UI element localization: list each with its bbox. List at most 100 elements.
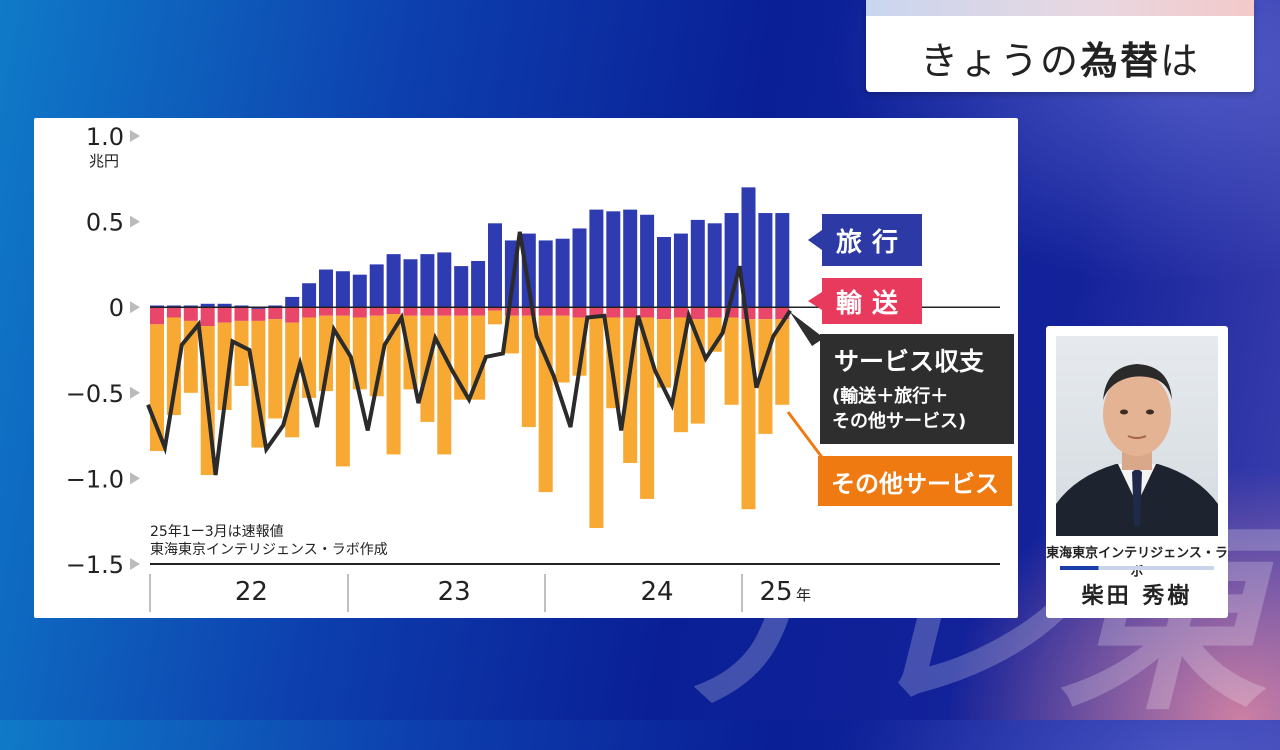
bar-transport bbox=[454, 307, 469, 316]
legend-travel-pointer bbox=[808, 230, 822, 250]
legend-service-pointer bbox=[790, 312, 824, 346]
bar-other-services bbox=[268, 319, 283, 419]
bar-transport bbox=[420, 307, 435, 316]
bar-other-services bbox=[471, 315, 486, 400]
legend-travel-label: 旅行 bbox=[835, 227, 908, 258]
bar-travel bbox=[555, 238, 570, 308]
bar-transport bbox=[150, 307, 164, 325]
bar-travel bbox=[572, 228, 587, 308]
bar-transport bbox=[690, 307, 705, 320]
bar-transport bbox=[335, 307, 350, 316]
bar-transport bbox=[251, 308, 266, 321]
bar-transport bbox=[589, 307, 604, 318]
bar-transport bbox=[555, 307, 570, 316]
legend-other-label: その他サービス bbox=[831, 469, 999, 498]
bar-transport bbox=[352, 307, 367, 318]
y-tick-label: 0 bbox=[109, 294, 124, 322]
bar-travel bbox=[437, 252, 452, 308]
bar-transport bbox=[707, 307, 722, 318]
segment-title-box: きょうの為替は bbox=[866, 0, 1254, 92]
x-year-suffix: 年 bbox=[796, 586, 811, 604]
bar-other-services bbox=[538, 315, 553, 493]
bar-other-services bbox=[657, 319, 671, 388]
legend-service-sub2: その他サービス) bbox=[832, 411, 967, 432]
bar-travel bbox=[386, 254, 401, 308]
bar-travel bbox=[707, 223, 722, 308]
legend-other-pointer bbox=[786, 411, 826, 461]
legend-transport: 輸送 bbox=[822, 278, 922, 324]
legend-transport-label: 輸送 bbox=[835, 288, 908, 319]
chart-note: 25年1ー3月は速報値 bbox=[150, 524, 284, 540]
bar-other-services bbox=[572, 317, 587, 376]
bar-other-services bbox=[437, 315, 452, 455]
bar-travel bbox=[673, 233, 688, 308]
y-tick-marker bbox=[130, 386, 140, 399]
bar-transport bbox=[572, 307, 587, 318]
commentator-name: 柴田 秀樹 bbox=[1081, 584, 1193, 609]
title-bold: 為替 bbox=[1079, 39, 1160, 83]
y-tick-label: 0.5 bbox=[86, 209, 124, 237]
bar-travel bbox=[150, 305, 164, 308]
bar-travel bbox=[741, 187, 756, 308]
bar-travel bbox=[268, 305, 283, 308]
bar-travel bbox=[454, 266, 469, 308]
bar-travel bbox=[521, 233, 536, 308]
legend-service-main: サービス収支 bbox=[834, 347, 985, 376]
bar-transport bbox=[657, 307, 671, 320]
bar-transport bbox=[758, 307, 773, 320]
legend-travel: 旅行 bbox=[822, 214, 922, 266]
services-balance-chart: 1.0 0.5 0 −0.5 −1.0 −1.5 兆円 25年1ー3月は速報値東海東京インテリ… bbox=[66, 123, 1000, 612]
service-balance-line bbox=[146, 231, 792, 476]
commentator-card: 東海東京インテリジェンス・ラボ 柴田 秀樹 bbox=[1046, 326, 1228, 618]
bar-transport bbox=[200, 307, 215, 327]
bar-travel bbox=[640, 214, 655, 308]
x-year-label: 23 bbox=[438, 577, 471, 607]
bar-other-services bbox=[386, 314, 401, 455]
bar-travel bbox=[183, 305, 198, 308]
bar-other-services bbox=[488, 310, 502, 325]
legend-other-services: その他サービス bbox=[818, 456, 1012, 506]
bar-other-services bbox=[166, 317, 181, 416]
bar-transport bbox=[268, 307, 283, 320]
bar-travel bbox=[538, 240, 553, 308]
bar-travel bbox=[606, 211, 621, 308]
bar-other-services bbox=[352, 317, 367, 390]
chart-note: 東海東京インテリジェンス・ラボ作成 bbox=[150, 542, 388, 558]
bar-transport bbox=[673, 307, 688, 318]
y-tick-label: −0.5 bbox=[66, 380, 124, 408]
bar-transport bbox=[538, 307, 553, 316]
bar-travel bbox=[369, 264, 384, 308]
bar-travel bbox=[420, 254, 435, 308]
title-prefix: きょうの bbox=[919, 39, 1080, 83]
title-accent-strip bbox=[866, 0, 1254, 16]
bar-travel bbox=[690, 219, 705, 308]
bar-travel bbox=[758, 213, 773, 308]
y-tick-label: 1.0 bbox=[86, 123, 124, 151]
bar-travel bbox=[488, 223, 502, 308]
bar-travel bbox=[403, 259, 418, 308]
bar-transport bbox=[302, 307, 317, 318]
commentator-divider bbox=[1060, 566, 1214, 570]
bar-transport bbox=[606, 307, 621, 318]
person-silhouette-icon bbox=[1056, 364, 1218, 536]
bar-transport bbox=[234, 307, 249, 321]
bar-travel bbox=[285, 296, 300, 308]
bar-travel bbox=[589, 209, 604, 308]
commentator-org: 東海東京インテリジェンス・ラボ bbox=[1046, 546, 1228, 580]
bar-transport bbox=[166, 307, 181, 318]
bar-other-services bbox=[521, 315, 536, 428]
bar-travel bbox=[352, 274, 367, 308]
bar-travel bbox=[200, 303, 215, 308]
legend-transport-pointer bbox=[808, 292, 822, 310]
bar-other-services bbox=[724, 317, 739, 405]
bar-transport bbox=[437, 307, 452, 316]
y-tick-label: −1.5 bbox=[66, 551, 124, 579]
bar-other-services bbox=[741, 319, 756, 510]
bar-travel bbox=[335, 271, 350, 308]
bar-other-services bbox=[319, 315, 333, 392]
bar-transport bbox=[369, 307, 384, 316]
x-year-label: 22 bbox=[235, 577, 268, 607]
bar-travel bbox=[775, 213, 790, 308]
y-tick-marker bbox=[130, 472, 140, 485]
bar-transport bbox=[741, 307, 756, 320]
